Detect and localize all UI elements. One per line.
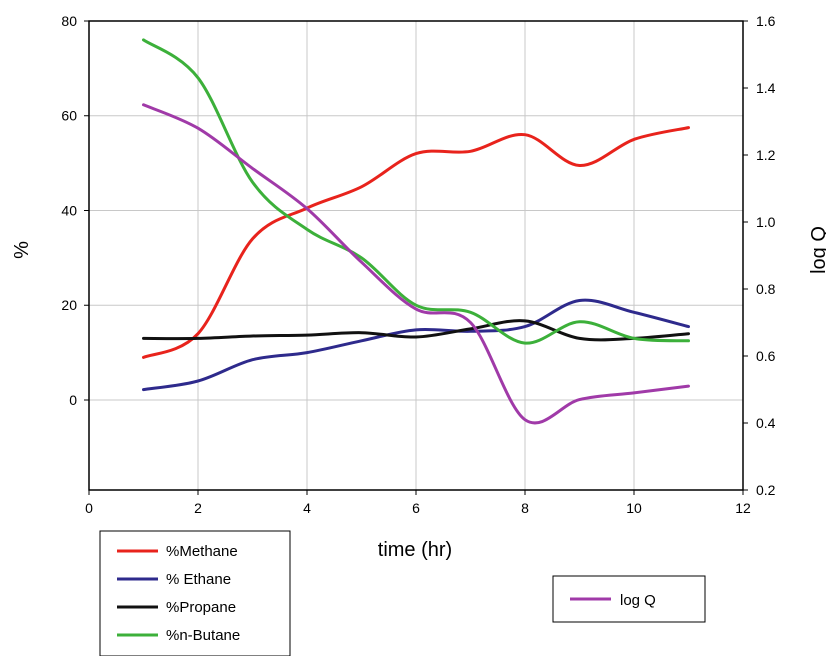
y2-tick-label: 0.2 <box>756 482 776 498</box>
legend-right: log Q <box>552 575 706 623</box>
x-tick-label: 10 <box>626 500 642 516</box>
y2-tick-labels: 0.2 0.4 0.6 0.8 1.0 1.2 1.4 1.6 <box>756 13 776 498</box>
x-tick-label: 4 <box>303 500 311 516</box>
x-axis-title: time (hr) <box>378 539 452 561</box>
legend-left: %Methane % Ethane %Propane %n-Butane <box>99 530 291 656</box>
y2-tick-label: 1.0 <box>756 214 776 230</box>
y2-tick-label: 0.8 <box>756 281 776 297</box>
series-line-n-butane <box>142 38 690 345</box>
grid-lines <box>89 21 743 490</box>
legend-label: log Q <box>620 592 656 609</box>
x-tick-label: 8 <box>521 500 529 516</box>
y-axis-title: % <box>11 241 33 259</box>
x-tick-label: 0 <box>85 500 93 516</box>
legend-label: %n-Butane <box>166 627 240 644</box>
y2-tick-label: 1.4 <box>756 80 776 96</box>
series-line-methane <box>142 126 690 359</box>
y2-axis-title: log Q <box>808 226 826 274</box>
x-tick-label: 12 <box>735 500 751 516</box>
x-tick-label: 2 <box>194 500 202 516</box>
y-tick-label: 20 <box>61 297 77 313</box>
y-tick-label: 40 <box>61 202 77 218</box>
legend-label: %Methane <box>166 543 238 560</box>
series-lines <box>142 38 690 425</box>
y-tick-label: 60 <box>61 108 77 124</box>
legend-label: % Ethane <box>166 571 231 588</box>
y2-tick-label: 1.2 <box>756 147 776 163</box>
y-tick-labels: 0 20 40 60 80 <box>61 13 77 408</box>
y2-tick-label: 1.6 <box>756 13 776 29</box>
tick-marks <box>84 20 748 495</box>
series-line-propane <box>142 319 690 342</box>
legend-label: %Propane <box>166 599 236 616</box>
y-tick-label: 80 <box>61 13 77 29</box>
y-tick-label: 0 <box>69 392 77 408</box>
x-tick-label: 6 <box>412 500 420 516</box>
y2-tick-label: 0.6 <box>756 348 776 364</box>
y2-tick-label: 0.4 <box>756 415 776 431</box>
x-tick-labels: 0 2 4 6 8 10 12 <box>85 500 751 516</box>
series-line-log-q <box>142 103 690 425</box>
series-line-ethane <box>142 298 690 392</box>
